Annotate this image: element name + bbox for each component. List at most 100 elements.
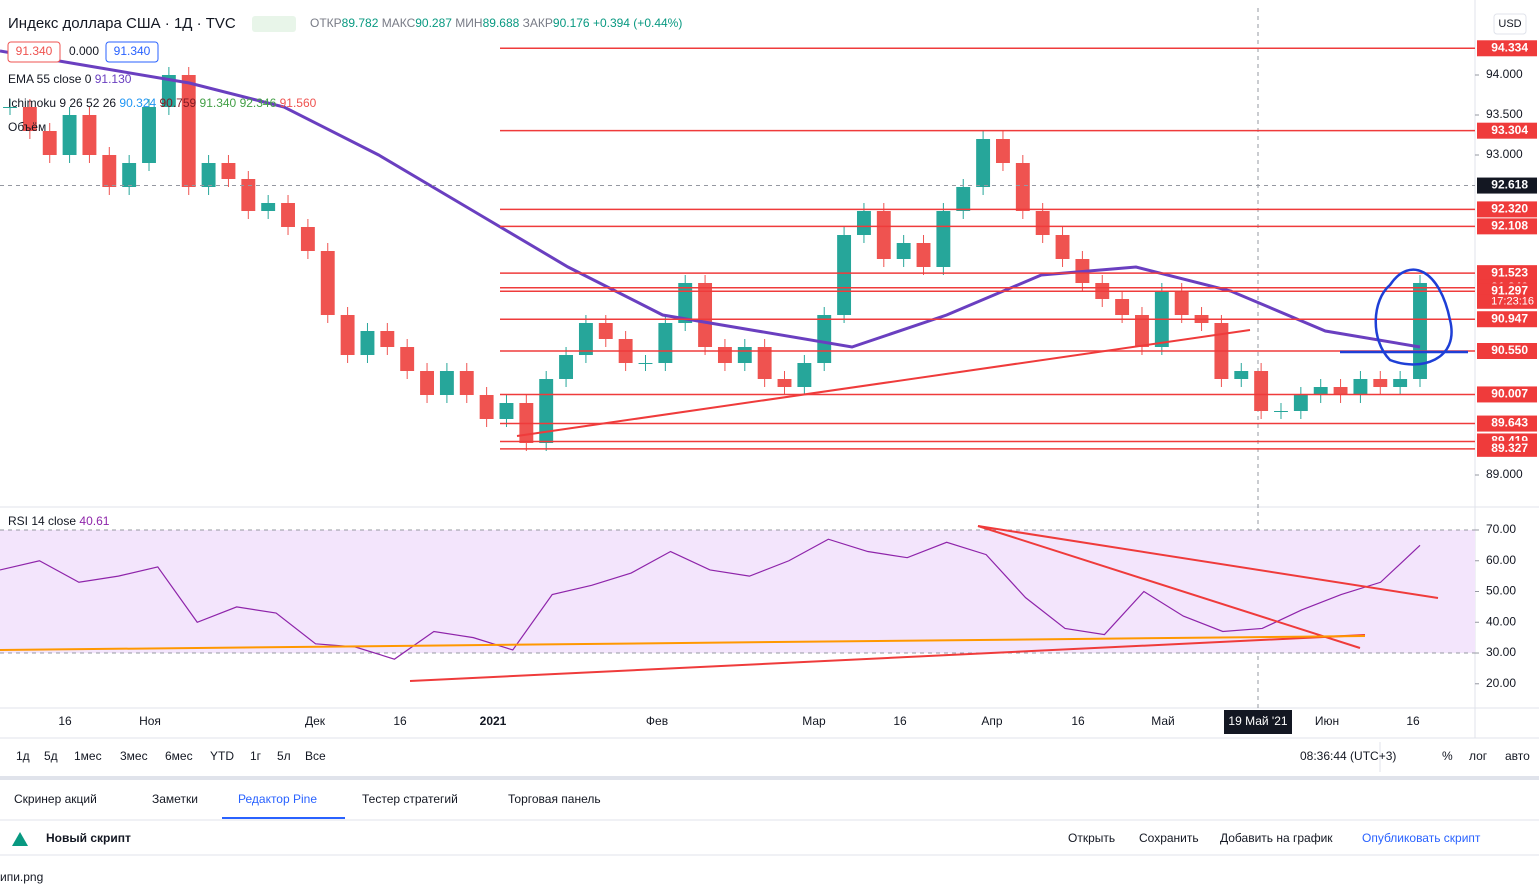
y-tick-label: 70.00 bbox=[1486, 522, 1516, 536]
panel-tab[interactable]: Торговая панель bbox=[508, 792, 601, 806]
ichimoku-legend: Ichimoku 9 26 52 26 90.324 90.759 91.340… bbox=[8, 96, 317, 110]
label: RSI 14 close bbox=[8, 514, 76, 528]
x-tick-label: Фев bbox=[646, 714, 668, 728]
status-badge bbox=[252, 16, 296, 32]
sell-button[interactable] bbox=[7, 41, 61, 63]
ema-legend: EMA 55 close 0 91.130 bbox=[8, 72, 132, 86]
scale-option[interactable]: % bbox=[1442, 749, 1453, 763]
script-action[interactable]: Открыть bbox=[1068, 831, 1115, 845]
candle bbox=[1234, 371, 1249, 379]
countdown-badge bbox=[1477, 294, 1537, 309]
value: 91.130 bbox=[95, 72, 132, 86]
candle bbox=[201, 163, 216, 187]
price-label: 93.304 bbox=[1491, 123, 1528, 137]
price-badge bbox=[1477, 177, 1537, 194]
candle bbox=[559, 355, 574, 379]
y-tick-label: 60.00 bbox=[1486, 553, 1516, 567]
price-label: 90.007 bbox=[1491, 387, 1528, 401]
candle bbox=[241, 179, 256, 211]
y-tick-label: 50.00 bbox=[1486, 584, 1516, 598]
script-action[interactable]: Опубликовать скрипт bbox=[1362, 831, 1481, 845]
candle bbox=[936, 211, 951, 267]
y-tick-label: 40.00 bbox=[1486, 614, 1516, 628]
script-action[interactable]: Сохранить bbox=[1139, 831, 1199, 845]
pine-icon bbox=[12, 832, 28, 846]
candle bbox=[956, 187, 971, 211]
range-button[interactable]: 3мес bbox=[120, 749, 148, 763]
x-tick-label: 16 bbox=[393, 714, 407, 728]
candle bbox=[1333, 387, 1348, 395]
panel-tab[interactable]: Скринер акций bbox=[14, 792, 97, 806]
scale-option[interactable]: лог bbox=[1469, 749, 1488, 763]
price-badge bbox=[1477, 122, 1537, 139]
scale-option[interactable]: авто bbox=[1505, 749, 1530, 763]
script-action[interactable]: Добавить на график bbox=[1220, 831, 1333, 845]
range-button[interactable]: 1д bbox=[16, 749, 30, 763]
price-badge bbox=[1477, 415, 1537, 432]
candle bbox=[360, 331, 375, 355]
trend-line bbox=[0, 635, 1366, 651]
crosshair-badge bbox=[1224, 710, 1292, 734]
symbol[interactable]: Индекс доллара США · 1Д · TVC bbox=[8, 15, 236, 32]
candle bbox=[3, 107, 17, 108]
range-button[interactable]: 5д bbox=[44, 749, 58, 763]
rsi-legend: RSI 14 close 40.61 bbox=[8, 514, 110, 528]
x-tick-label: 16 bbox=[58, 714, 72, 728]
candle bbox=[300, 227, 315, 251]
price-badge bbox=[1477, 40, 1537, 57]
range-button[interactable]: Все bbox=[305, 749, 326, 763]
currency: USD bbox=[1498, 18, 1521, 30]
label: EMA 55 close 0 bbox=[8, 72, 92, 86]
candle bbox=[678, 283, 693, 323]
candle bbox=[1373, 379, 1388, 387]
currency-button[interactable] bbox=[1493, 13, 1527, 35]
candle bbox=[856, 211, 871, 235]
trend-line bbox=[977, 525, 1361, 649]
label: Ichimoku 9 26 52 26 bbox=[8, 96, 116, 110]
candle bbox=[22, 107, 37, 131]
candle bbox=[876, 211, 891, 259]
price-label: 94.334 bbox=[1491, 40, 1528, 54]
x-tick-label: 2021 bbox=[480, 714, 507, 728]
panel-tab[interactable]: Редактор Pine bbox=[238, 792, 317, 806]
value: 91.340 bbox=[200, 96, 237, 110]
x-tick-label: Ноя bbox=[139, 714, 161, 728]
range-button[interactable]: 5л bbox=[277, 749, 291, 763]
price-badge bbox=[1477, 440, 1537, 457]
y-tick-label: 30.00 bbox=[1486, 645, 1516, 659]
range-button[interactable]: 6мес bbox=[165, 749, 193, 763]
clock: 08:36:44 (UTC+3) bbox=[1300, 749, 1396, 763]
panel-tab[interactable]: Заметки bbox=[152, 792, 198, 806]
candle bbox=[261, 203, 276, 211]
value: 89.782 bbox=[342, 16, 379, 30]
candle bbox=[62, 115, 77, 155]
range-button[interactable]: 1г bbox=[250, 749, 262, 763]
candle bbox=[499, 403, 514, 419]
candle bbox=[1135, 315, 1149, 347]
ema-line bbox=[0, 49, 1421, 349]
y-tick-label: 89.000 bbox=[1486, 467, 1523, 481]
value: 89.688 bbox=[483, 16, 520, 30]
price-label: 89.327 bbox=[1491, 441, 1528, 455]
range-button[interactable]: YTD bbox=[210, 749, 234, 763]
panel-tab[interactable]: Тестер стратегий bbox=[362, 792, 458, 806]
candle bbox=[1254, 371, 1269, 411]
range-button[interactable]: 1мес bbox=[74, 749, 102, 763]
candle bbox=[142, 107, 156, 163]
candle bbox=[996, 139, 1010, 163]
buy-button[interactable] bbox=[105, 41, 159, 63]
candle bbox=[1015, 163, 1030, 211]
crosshair-date: 19 Май '21 bbox=[1228, 714, 1287, 728]
candle bbox=[976, 139, 991, 187]
candle bbox=[380, 331, 395, 347]
x-tick-label: Дек bbox=[305, 714, 326, 728]
price-label: 92.108 bbox=[1491, 219, 1528, 233]
x-tick-label: Мар bbox=[802, 714, 826, 728]
candle bbox=[737, 347, 752, 363]
price-badge bbox=[1477, 218, 1537, 235]
price-badge bbox=[1477, 311, 1537, 328]
price-label: 92.618 bbox=[1491, 178, 1528, 192]
label: ЗАКР bbox=[523, 16, 553, 30]
price-label: 91.297 bbox=[1491, 283, 1528, 297]
label: ОТКР bbox=[310, 16, 342, 30]
